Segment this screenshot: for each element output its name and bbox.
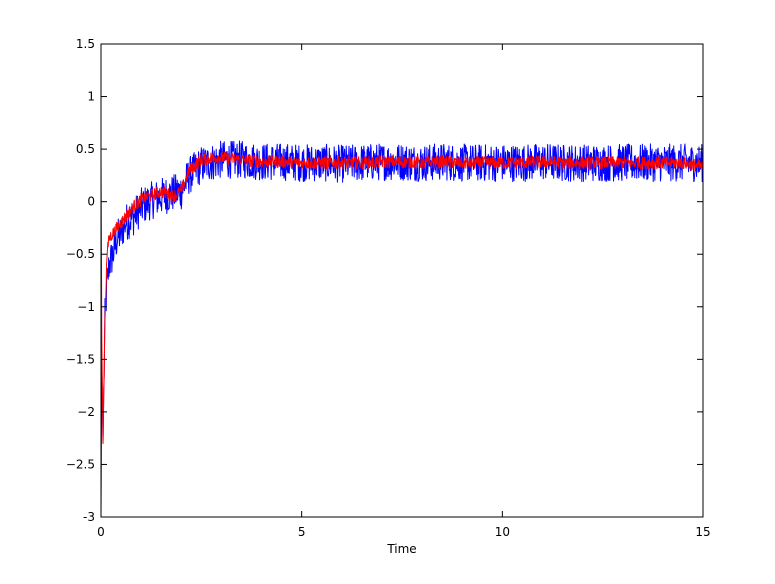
- y-tick-label: 1: [87, 90, 95, 104]
- y-tick-label: 0: [87, 195, 95, 209]
- y-tick-label: 0.5: [76, 142, 95, 156]
- plot-frame: [100, 43, 704, 518]
- y-tick-label: −1.5: [66, 352, 95, 366]
- y-tick-label: −0.5: [66, 247, 95, 261]
- tick-layer: 0 5 10 15 -3 −2.5 −2 −1.5 −1 −0.5 0 0.5 1 1.5: [66, 37, 711, 539]
- y-tick-label: 1.5: [76, 37, 95, 51]
- x-tick-label: 15: [695, 525, 710, 539]
- x-tick-label: 5: [298, 525, 306, 539]
- y-tick-label: −2: [77, 405, 95, 419]
- series-line-1: [100, 140, 704, 518]
- series-line-2: [100, 149, 704, 444]
- x-tick-label: 0: [97, 525, 105, 539]
- series-layer: [100, 140, 704, 518]
- x-tick-label: 10: [495, 525, 510, 539]
- y-tick-label: −2.5: [66, 457, 95, 471]
- x-axis-title: Time: [386, 542, 416, 556]
- y-tick-label: -3: [83, 510, 95, 524]
- y-tick-label: −1: [77, 300, 95, 314]
